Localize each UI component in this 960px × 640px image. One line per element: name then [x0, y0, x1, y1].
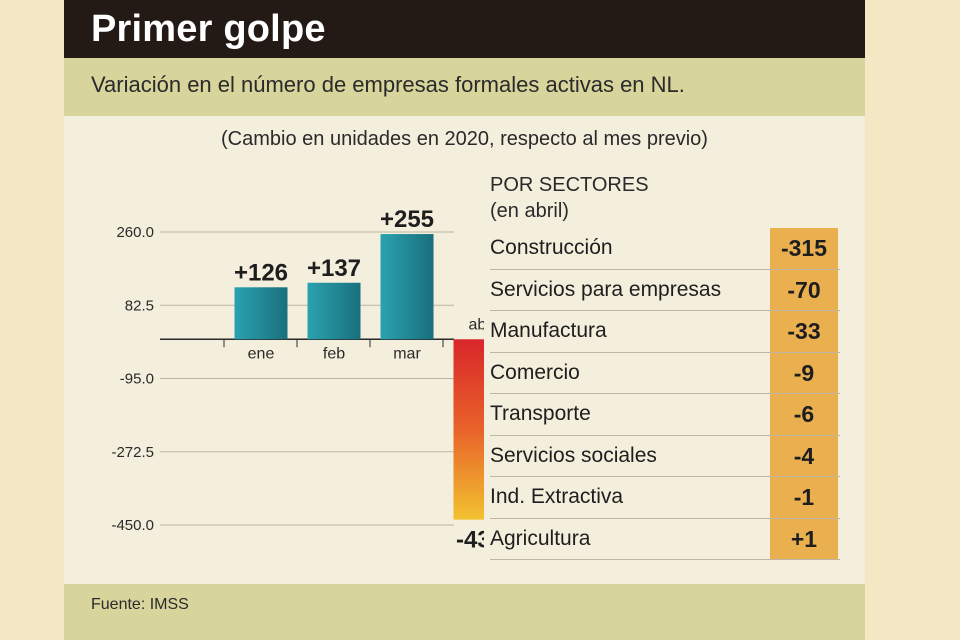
bar-value-label: +126 — [234, 259, 288, 286]
sector-row: Comercio -9 — [490, 352, 840, 394]
sectors-heading-title: POR SECTORES — [490, 174, 649, 196]
y-tick-label: 260.0 — [116, 224, 154, 241]
sector-name: Construcción — [490, 236, 613, 259]
bar — [307, 282, 361, 340]
x-tick-label: feb — [323, 345, 345, 362]
sector-name: Servicios sociales — [490, 443, 657, 467]
bar-chart: 260.0 82.5 -95.0 -272.5 -450.0 +126 ene +137 feb… — [111, 206, 484, 554]
sector-value: -33 — [770, 311, 838, 352]
sector-name: Ind. Extractiva — [490, 485, 624, 508]
sector-row: Agricultura +1 — [490, 518, 840, 560]
sector-row: Servicios sociales -4 — [490, 435, 840, 477]
sector-row: Construcción -315 — [490, 228, 840, 270]
x-tick-label: mar — [393, 345, 421, 362]
y-tick-label: -272.5 — [111, 444, 154, 461]
x-tick-label: abr — [468, 316, 484, 333]
bar — [234, 287, 288, 340]
sector-name: Servicios para empresas — [490, 277, 722, 301]
x-tick-label: ene — [248, 345, 275, 362]
sector-value: -315 — [770, 228, 838, 269]
bar — [453, 339, 484, 520]
bar-value-label: +137 — [307, 255, 361, 282]
title-bar: Primer golpe — [64, 0, 865, 58]
sector-name: Agricultura — [490, 526, 591, 550]
sectors-table: POR SECTORES (en abril) Construcción -315… — [490, 172, 840, 560]
sector-value: +1 — [770, 518, 838, 559]
subtitle-bar: Variación en el número de empresas forma… — [64, 58, 865, 116]
sector-value: -1 — [770, 477, 838, 518]
sector-value: -70 — [770, 269, 838, 310]
bar-value-label: +255 — [380, 206, 434, 233]
y-tick-label: 82.5 — [125, 297, 154, 314]
sectors-heading: POR SECTORES (en abril) — [490, 172, 840, 224]
sectors-rows: Construcción -315 Servicios para empresas -… — [490, 228, 840, 560]
sector-row: Transporte -6 — [490, 394, 840, 436]
page-title: Primer golpe — [91, 8, 326, 50]
footer: Fuente: IMSS — [64, 584, 865, 640]
bar-value-label: -437 — [456, 527, 484, 554]
sector-name: Transporte — [490, 402, 591, 425]
y-tick-label: -450.0 — [111, 517, 154, 534]
sector-name: Manufactura — [490, 319, 607, 342]
sector-row: Servicios para empresas -70 — [490, 269, 840, 311]
y-tick-label: -95.0 — [120, 371, 154, 388]
bar — [380, 234, 434, 340]
sector-row: Manufactura -33 — [490, 311, 840, 353]
subtitle: Variación en el número de empresas forma… — [91, 72, 685, 97]
infographic-card: Primer golpe Variación en el número de e… — [64, 0, 865, 640]
sectors-heading-sub: (en abril) — [490, 200, 569, 222]
source-note: Fuente: IMSS — [91, 596, 189, 613]
sector-name: Comercio — [490, 360, 580, 384]
sector-value: -9 — [770, 352, 838, 393]
sector-value: -4 — [770, 435, 838, 476]
chart-note: (Cambio en unidades en 2020, respecto al… — [221, 128, 708, 150]
sector-row: Ind. Extractiva -1 — [490, 477, 840, 519]
sector-value: -6 — [770, 394, 838, 435]
